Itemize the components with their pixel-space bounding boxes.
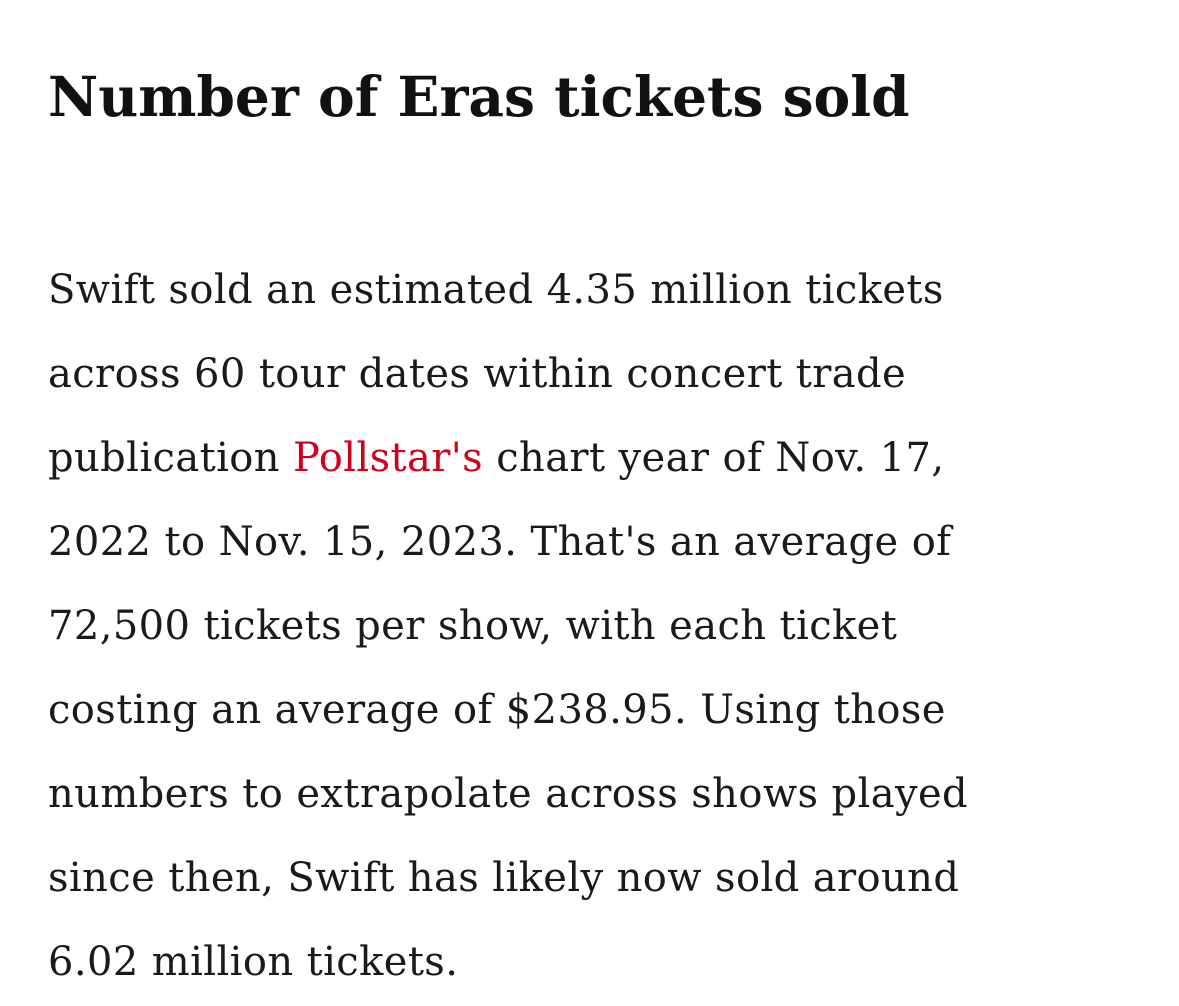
paragraph-line-5: 72,500 tickets per show, with each ticke… — [48, 603, 898, 649]
paragraph-line-3-start: publication — [48, 435, 294, 481]
section-heading: Number of Eras tickets sold — [48, 64, 910, 129]
paragraph-line-9: 6.02 million tickets. — [48, 939, 459, 985]
paragraph-line-1: Swift sold an estimated 4.35 million tic… — [48, 267, 944, 313]
article: Number of Eras tickets sold Swift sold a… — [48, 58, 1138, 1004]
paragraph-line-3: publication Pollstar's chart year of Nov… — [48, 416, 1138, 500]
paragraph-line-7: numbers to extrapolate across shows play… — [48, 771, 969, 817]
paragraph-line-2: across 60 tour dates within concert trad… — [48, 351, 907, 397]
article-paragraph: Swift sold an estimated 4.35 million tic… — [48, 248, 1138, 1004]
paragraph-line-8: since then, Swift has likely now sold ar… — [48, 855, 960, 901]
paragraph-line-3-end: chart year of Nov. 17, — [483, 435, 945, 481]
paragraph-line-4: 2022 to Nov. 15, 2023. That's an average… — [48, 519, 952, 565]
pollstar-link[interactable]: Pollstar's — [293, 435, 484, 481]
paragraph-line-6: costing an average of $238.95. Using tho… — [48, 687, 946, 733]
